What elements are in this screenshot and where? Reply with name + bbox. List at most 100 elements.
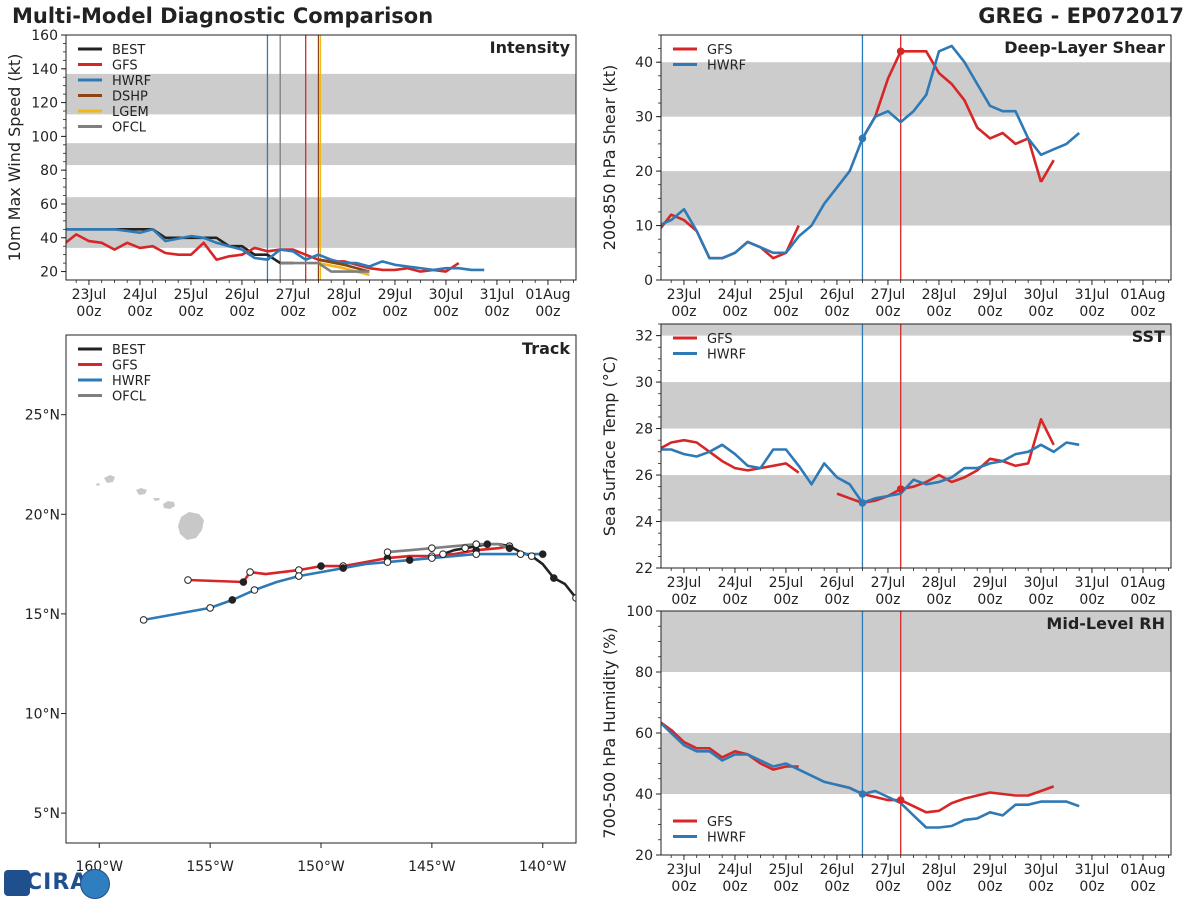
x-tick-label: 25Jul [769,287,804,303]
x-tick-sublabel: 00z [1028,592,1053,608]
y-tick-label: 25°N [25,408,60,424]
track-point-ofcl [472,540,481,548]
x-tick-sublabel: 00z [1028,304,1053,320]
track-point-best [550,574,558,582]
y-tick-label: 140 [31,62,58,78]
y-axis-label: Sea Surface Temp (°C) [600,356,619,536]
init-marker-hwrf [858,499,867,507]
track-point-ofcl [428,544,436,552]
x-tick-sublabel: 00z [722,304,747,320]
init-marker-hwrf [858,790,867,798]
track-point-hwrf [228,596,237,604]
x-tick-label: 24Jul [718,287,753,303]
x-tick-label: 28Jul [922,287,957,303]
panel-title: SST [1132,327,1165,346]
x-tick-sublabel: 00z [671,879,696,895]
track-point-best [572,594,576,602]
track-point-gfs [184,576,192,584]
x-tick-sublabel: 00z [671,592,696,608]
x-tick-label: 31Jul [1075,287,1110,303]
x-tick-label: 25Jul [769,862,804,878]
y-axis-label: 200-850 hPa Shear (kt) [600,65,619,251]
track-point-ofcl [505,544,514,552]
plot-frame [65,34,577,281]
x-tick-label: 29Jul [973,575,1008,591]
series-line-ofcl [280,261,370,273]
series-line-hwrf [661,44,1081,260]
y-tick-label: 20 [635,164,653,180]
legend-label-gfs: GFS [112,359,138,374]
threshold-band [661,171,1171,226]
series-line-gfs [861,49,1043,183]
threshold-band [661,382,1171,429]
track-point-hwrf [250,586,259,594]
track-point-best [595,611,602,618]
x-tick-sublabel: 00z [280,304,305,320]
storm-id-title: GREG - EP072017 [978,4,1184,28]
x-tick-sublabel: 00z [331,304,356,320]
x-tick-label: 25Jul [769,575,804,591]
track-point-hwrf [538,550,547,558]
x-tick-sublabel: 00z [1130,304,1155,320]
x-tick-label: 23Jul [667,287,702,303]
init-marker-gfs [896,47,905,56]
map-background [66,335,576,843]
x-tick-label: 01Aug [1120,862,1165,878]
x-tick-label: 26Jul [225,287,260,303]
x-tick-sublabel: 00z [1079,592,1104,608]
y-tick-label: 30 [635,110,653,126]
legend-label-ofcl: OFCL [112,390,147,405]
series-line-hwrf [661,721,1080,829]
track-point-hwrf [139,616,148,624]
track-lines [139,540,602,624]
y-tick-label: 15°N [25,607,60,623]
x-tick-label: 145°W [408,859,456,875]
x-tick-label: 27Jul [276,287,311,303]
x-tick-label: 29Jul [973,862,1008,878]
x-tick-sublabel: 00z [1079,879,1104,895]
track-point-gfs [317,562,325,570]
y-tick-label: 10 [635,219,653,235]
panel-title: Deep-Layer Shear [1004,38,1165,57]
threshold-band [661,611,1171,672]
x-tick-sublabel: 00z [875,304,900,320]
x-tick-sublabel: 00z [722,879,747,895]
series-line-dshp [318,258,370,273]
panel-sst: 22242628303223Jul00z24Jul00z25Jul00z26Ju… [600,323,1172,608]
series-line-gfs [661,438,800,474]
legend-label-gfs: GFS [707,43,733,58]
track-point-best [439,550,447,558]
panel-shear: 01020304023Jul00z24Jul00z25Jul00z26Jul00… [600,34,1172,320]
legend-label-gfs: GFS [707,332,733,347]
legend-label-gfs: GFS [707,815,733,830]
y-tick-label: 22 [635,561,653,577]
plot-frame [660,610,1172,856]
y-tick-label: 80 [635,665,653,681]
x-tick-sublabel: 00z [671,304,696,320]
y-axis-label: 700-500 hPa Humidity (%) [600,627,619,838]
panel-track: 160°W 155°W 150°W 145°W 140°W5°N10°N15°N20°N… [25,334,602,875]
x-tick-sublabel: 00z [229,304,254,320]
x-tick-sublabel: 00z [926,304,951,320]
y-tick-label: 28 [635,422,653,438]
init-marker-gfs [896,485,905,493]
x-tick-sublabel: 00z [382,304,407,320]
legend-label-best: BEST [112,43,145,58]
x-tick-sublabel: 00z [773,879,798,895]
x-tick-sublabel: 00z [926,879,951,895]
x-tick-sublabel: 00z [773,592,798,608]
x-tick-label: 01Aug [525,287,570,303]
x-tick-label: 31Jul [480,287,515,303]
legend-label-hwrf: HWRF [707,59,746,74]
y-tick-label: 40 [635,55,653,71]
x-tick-label: 30Jul [429,287,464,303]
x-tick-label: 25Jul [174,287,209,303]
x-tick-sublabel: 00z [977,879,1002,895]
island-niihau [96,483,100,486]
track-point-ofcl [383,548,392,556]
y-tick-label: 30 [635,375,653,391]
x-tick-sublabel: 00z [977,304,1002,320]
x-tick-label: 28Jul [327,287,362,303]
series-line-gfs [836,783,1055,814]
